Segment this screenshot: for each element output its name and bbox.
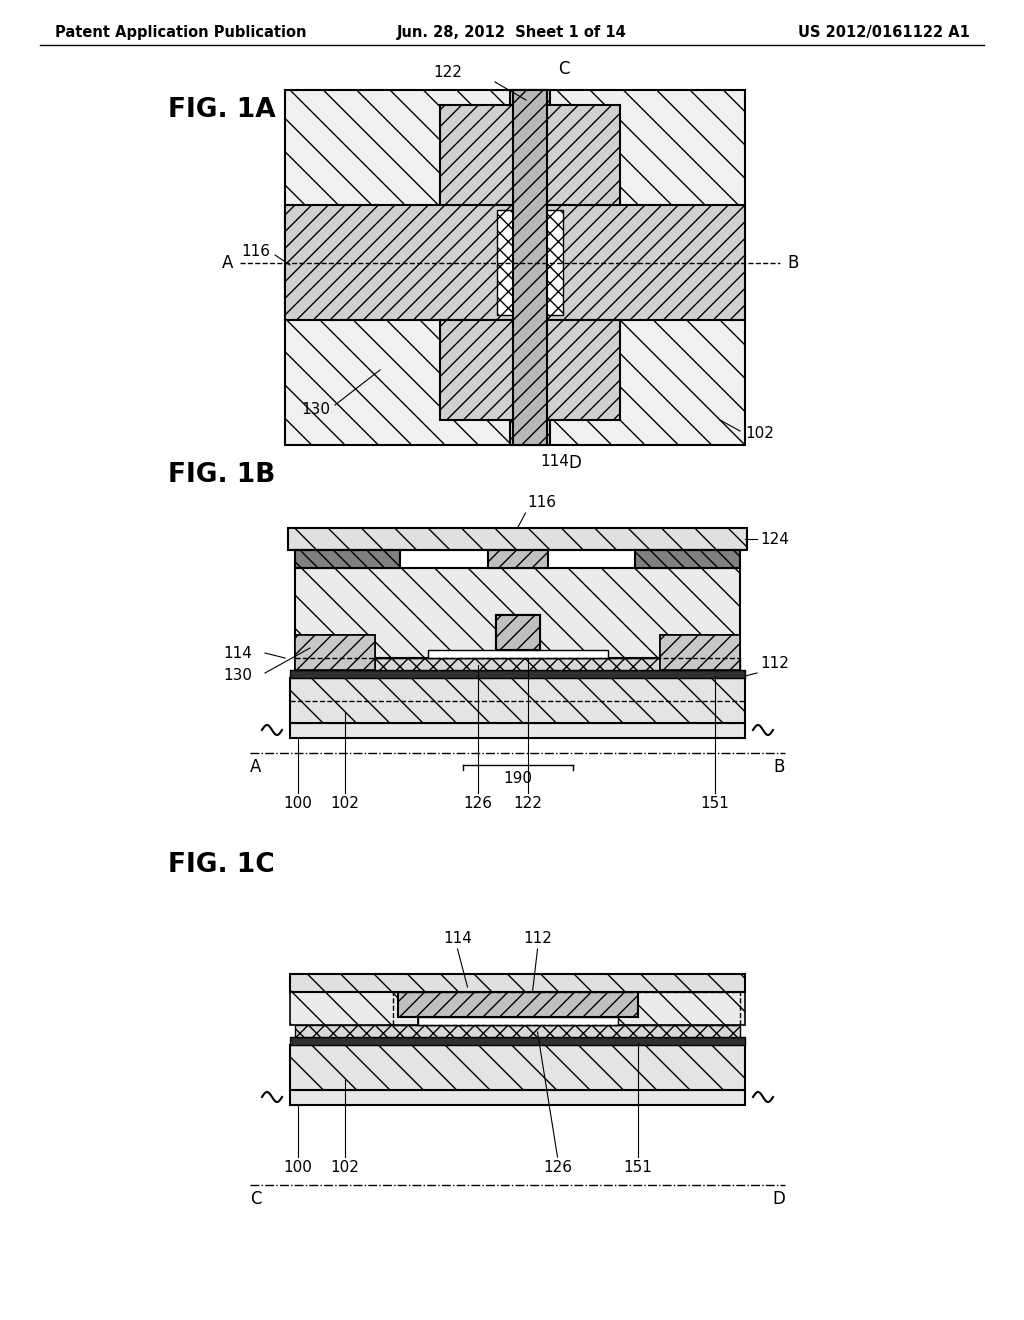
Text: 114: 114	[443, 931, 472, 946]
Text: C: C	[250, 1191, 261, 1208]
Bar	[418, 1016, 617, 1026]
Text: C: C	[558, 59, 569, 78]
Bar	[295, 550, 400, 568]
Bar	[288, 528, 746, 550]
Text: Patent Application Publication: Patent Application Publication	[55, 25, 306, 41]
Text: B: B	[787, 253, 799, 272]
Text: 102: 102	[745, 426, 774, 441]
Text: A: A	[250, 758, 261, 776]
Text: 126: 126	[543, 1160, 572, 1175]
Text: 112: 112	[760, 656, 788, 672]
Text: D: D	[568, 454, 581, 473]
Bar	[496, 615, 540, 649]
Bar	[290, 678, 745, 723]
Text: FIG. 1A: FIG. 1A	[168, 96, 275, 123]
Bar	[487, 550, 548, 568]
Bar	[290, 671, 745, 678]
Bar	[427, 649, 607, 657]
Bar	[290, 993, 418, 1026]
Text: 114: 114	[223, 645, 252, 660]
Bar	[290, 1045, 745, 1090]
Bar	[660, 635, 740, 671]
Bar	[397, 993, 638, 1016]
Text: B: B	[773, 758, 785, 776]
Text: 102: 102	[331, 1160, 359, 1175]
Text: 130: 130	[223, 668, 252, 684]
Text: D: D	[772, 1191, 785, 1208]
Bar	[290, 1090, 745, 1105]
Bar	[513, 90, 547, 445]
Bar	[285, 90, 745, 445]
Bar	[290, 974, 745, 993]
Bar	[617, 993, 745, 1026]
Bar	[496, 615, 540, 649]
Bar	[510, 90, 550, 445]
Bar	[660, 635, 740, 671]
Text: 100: 100	[284, 1160, 312, 1175]
Text: 122: 122	[433, 65, 462, 81]
Text: 100: 100	[284, 796, 312, 810]
Text: 114: 114	[540, 454, 569, 469]
Bar	[295, 568, 740, 657]
Bar	[290, 723, 745, 738]
Text: 112: 112	[523, 931, 552, 946]
Text: US 2012/0161122 A1: US 2012/0161122 A1	[798, 25, 970, 41]
Bar	[295, 657, 740, 671]
Bar	[295, 1026, 740, 1038]
Text: 130: 130	[301, 403, 330, 417]
Text: FIG. 1B: FIG. 1B	[168, 462, 275, 488]
Text: 116: 116	[527, 495, 556, 510]
Text: 190: 190	[503, 771, 532, 785]
Bar	[285, 205, 745, 319]
Text: Jun. 28, 2012  Sheet 1 of 14: Jun. 28, 2012 Sheet 1 of 14	[397, 25, 627, 41]
Bar	[635, 550, 740, 568]
Bar	[290, 1038, 745, 1045]
Text: 124: 124	[760, 532, 788, 546]
Text: A: A	[221, 253, 233, 272]
Text: 122: 122	[513, 796, 542, 810]
Bar	[295, 635, 375, 671]
Text: FIG. 1C: FIG. 1C	[168, 851, 274, 878]
Text: 116: 116	[241, 244, 270, 260]
Bar	[295, 635, 375, 671]
Text: 151: 151	[700, 796, 729, 810]
Text: 102: 102	[331, 796, 359, 810]
Text: 151: 151	[623, 1160, 652, 1175]
Text: 126: 126	[463, 796, 492, 810]
Bar	[440, 319, 620, 420]
Bar	[440, 106, 620, 205]
Bar	[497, 210, 563, 315]
